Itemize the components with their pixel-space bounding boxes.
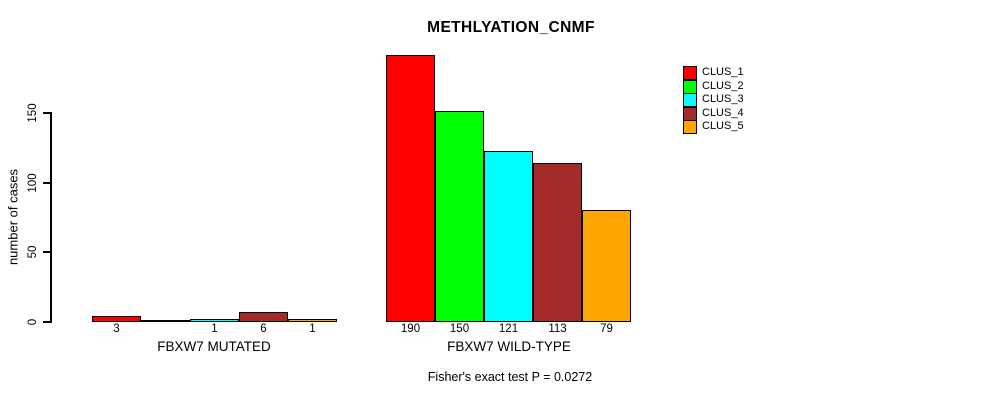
bar-fbxw7-mutated-clus_1 <box>92 316 141 322</box>
y-axis-label: number of cases <box>5 168 21 266</box>
y-tick-label: 50 <box>27 245 39 259</box>
legend-label-clus_2: CLUS_2 <box>702 80 744 92</box>
legend-swatch-clus_5 <box>683 120 697 134</box>
y-tick-mark <box>43 321 51 323</box>
bar-value-label: 6 <box>260 323 267 335</box>
legend-swatch-clus_3 <box>683 93 697 107</box>
bar-value-label: 121 <box>498 323 519 335</box>
bar-fbxw7-mutated-clus_2 <box>141 320 190 322</box>
y-axis-line <box>50 112 52 323</box>
bar-value-label: 150 <box>449 323 470 335</box>
bar-value-label: 113 <box>548 323 567 335</box>
bar-fbxw7-mutated-clus_3 <box>190 319 239 322</box>
legend-swatch-clus_4 <box>683 107 697 121</box>
bar-fbxw7-wild-type-clus_4 <box>533 163 582 322</box>
y-tick-label: 100 <box>27 173 39 193</box>
bar-fbxw7-wild-type-clus_2 <box>435 111 484 322</box>
bar-value-label: 1 <box>211 323 218 335</box>
y-tick-mark <box>43 251 51 253</box>
bar-fbxw7-wild-type-clus_5 <box>582 210 631 322</box>
chart-title: METHLYATION_CNMF <box>427 19 595 36</box>
bar-value-label: 1 <box>309 323 316 335</box>
bar-value-label: 3 <box>113 323 120 335</box>
y-tick-label: 150 <box>27 103 39 123</box>
bar-fbxw7-wild-type-clus_3 <box>484 151 533 322</box>
y-tick-label: 0 <box>27 318 39 326</box>
legend-label-clus_1: CLUS_1 <box>702 66 744 78</box>
legend-label-clus_5: CLUS_5 <box>702 120 744 132</box>
p-value-annotation: Fisher's exact test P = 0.0272 <box>427 370 593 384</box>
bar-fbxw7-mutated-clus_4 <box>239 312 288 322</box>
bar-fbxw7-mutated-clus_5 <box>288 319 337 322</box>
legend-label-clus_4: CLUS_4 <box>702 107 744 119</box>
y-tick-mark <box>43 112 51 114</box>
y-tick-mark <box>43 182 51 184</box>
group-label-fbxw7-mutated: FBXW7 MUTATED <box>157 339 271 354</box>
bar-value-label: 79 <box>600 323 613 335</box>
legend-label-clus_3: CLUS_3 <box>702 93 744 105</box>
bar-fbxw7-wild-type-clus_1 <box>386 55 435 322</box>
group-label-fbxw7-wild-type: FBXW7 WILD-TYPE <box>447 339 571 354</box>
bar-value-label: 190 <box>400 323 421 335</box>
legend-swatch-clus_2 <box>683 80 697 94</box>
legend-swatch-clus_1 <box>683 66 697 80</box>
